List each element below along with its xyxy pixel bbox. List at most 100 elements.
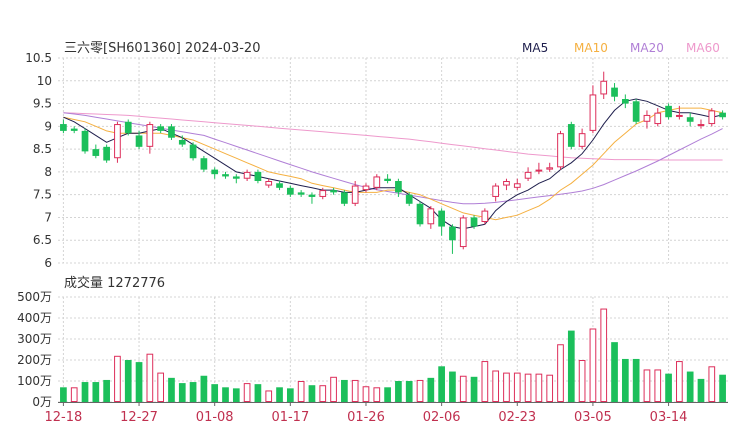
candle-body-down [449, 226, 456, 241]
volume-bar-up [535, 373, 543, 402]
candle-body-up [708, 110, 716, 125]
candle-body-down [81, 130, 89, 152]
candle [546, 162, 554, 172]
price-tick-label: 10.5 [25, 51, 52, 65]
candle [654, 108, 662, 127]
volume-bar-down [427, 377, 435, 402]
volume-bar-up [654, 369, 662, 403]
candle [665, 103, 672, 120]
volume-bar-down [92, 382, 100, 402]
volume-bar-down [254, 384, 262, 402]
volume-bar-down [470, 376, 478, 402]
price-tick-label: 6.5 [33, 233, 52, 247]
volume-bar-up [243, 383, 251, 403]
candle [135, 130, 143, 150]
candle-body-up [503, 181, 510, 186]
candle [600, 71, 608, 99]
candle-body-up [319, 190, 327, 197]
volume-axis: 0万 100万 200万 300万 400万 500万 [17, 290, 52, 409]
candle [503, 178, 510, 191]
candle-body-up [243, 171, 251, 179]
legend-ma10: MA10 [574, 41, 608, 55]
volume-bar-down [222, 387, 229, 402]
volume-bar-up [351, 379, 359, 403]
volume-bar-down [719, 374, 726, 402]
candle-body-down [416, 203, 424, 225]
price-tick-label: 9 [44, 119, 52, 133]
volume-bar-up [600, 308, 608, 402]
price-tick-label: 8 [44, 165, 52, 179]
candle [297, 190, 305, 197]
candle-body-up [676, 114, 683, 117]
volume-bar-down [178, 383, 186, 402]
candle [124, 119, 132, 136]
date-axis: 12-18 12-27 01-08 01-17 01-26 02-06 02-23 03-05… [45, 402, 687, 425]
volume-bar-up [503, 372, 510, 403]
volume-bar-up [459, 375, 467, 402]
candle [308, 192, 316, 204]
candle [719, 110, 726, 120]
volume-bar-up [492, 370, 500, 402]
candle-body-down [341, 192, 348, 204]
candle-body-down [124, 121, 132, 134]
price-tick-label: 8.5 [33, 142, 52, 156]
candle-body-up [557, 133, 564, 168]
volume-bar-up [319, 385, 327, 403]
candle [632, 99, 640, 125]
candle-body-down [330, 190, 337, 193]
legend-ma5: MA5 [522, 41, 548, 55]
volume-bar-down [60, 387, 67, 402]
candle [578, 128, 586, 150]
candle [686, 112, 694, 127]
volume-bar-down [276, 387, 283, 402]
candle-body-down [189, 144, 197, 159]
candle [697, 119, 705, 129]
date-tick-label: 12-18 [45, 410, 83, 425]
volume-bar-up [643, 369, 651, 403]
candle-body-up [654, 112, 662, 125]
candle [621, 94, 629, 109]
candle-body-down [395, 181, 402, 193]
volume-bar-down [405, 381, 413, 402]
volume-bar-up [373, 387, 381, 402]
candle [243, 169, 251, 181]
candle-body-up [373, 176, 381, 188]
candle [481, 208, 489, 225]
volume-bar-down [81, 382, 89, 402]
candle-body-down [297, 192, 305, 195]
volume-bar-up [578, 360, 586, 402]
volume-bar-down [168, 377, 175, 402]
price-tick-label: 7 [44, 210, 52, 224]
date-tick-label: 03-05 [574, 410, 612, 425]
candle [459, 215, 467, 250]
volume-bar-down [232, 388, 240, 402]
candle-body-down [178, 140, 186, 145]
candle [513, 178, 521, 191]
candle [103, 144, 110, 163]
candle [211, 167, 219, 179]
candle [589, 85, 597, 134]
candle [254, 169, 262, 184]
candle-body-up [362, 185, 370, 191]
date-tick-label: 12-27 [120, 410, 158, 425]
candle [81, 128, 89, 154]
candle [427, 206, 435, 229]
candle [114, 121, 121, 163]
candle [341, 190, 348, 207]
candle [535, 162, 543, 175]
candle-body-down [70, 128, 78, 131]
volume-bar-down [135, 362, 143, 402]
candle-body-down [92, 149, 100, 156]
candle-body-up [524, 171, 532, 179]
candle [286, 185, 294, 197]
candle [492, 183, 500, 202]
candle [557, 130, 564, 170]
candle-body-up [351, 185, 359, 204]
volume-bar-up [524, 373, 532, 402]
candle [146, 121, 154, 154]
volume-bars [60, 308, 726, 403]
candle-body-down [286, 187, 294, 195]
price-tick-label: 7.5 [33, 188, 52, 202]
candle [70, 126, 78, 134]
